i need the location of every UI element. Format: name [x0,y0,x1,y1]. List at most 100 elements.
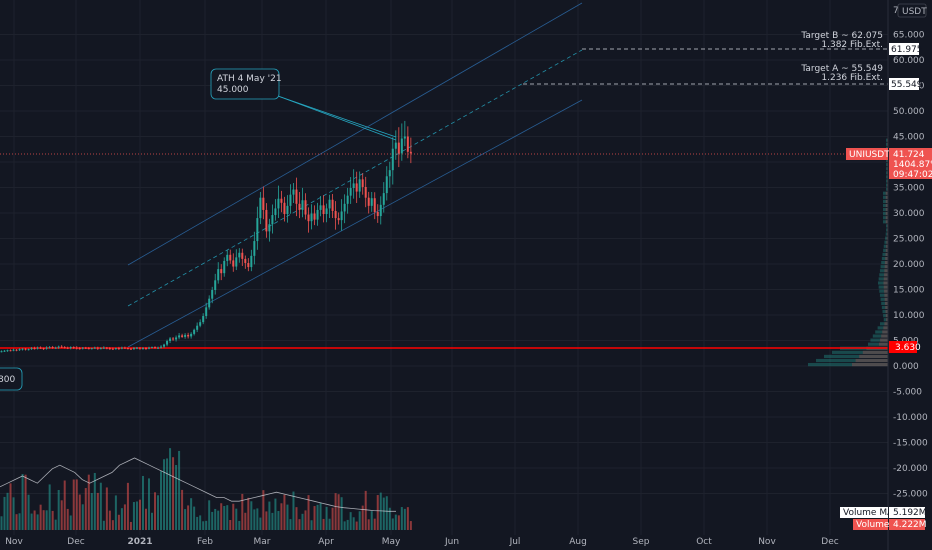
volume-profile-bar [885,236,888,240]
price-tick-label: -15.000 [893,439,928,449]
volume-bar [355,521,358,530]
left-callout-text: 800 [0,375,15,385]
volume-profile-bar-down [882,330,888,334]
candle-body [214,280,217,291]
time-tick-label: Feb [197,537,213,547]
volume-profile-bar-down [883,277,888,281]
candle-body [36,347,39,349]
price-tick-label: 60.000 [893,56,925,66]
level-tag-b: 61.975 [891,45,923,55]
volume-profile-bar [883,199,888,203]
volume-bar [36,514,39,530]
volume-profile-bar [868,342,888,346]
volume-profile-bar [870,338,888,342]
volume-profile-bar [886,167,888,171]
volume-profile-bar-down [885,252,888,257]
candle-body [262,197,265,210]
volume-bar [154,492,157,530]
volume-profile-bar-down [884,265,888,269]
candle-body [283,202,286,215]
candle-body [397,142,400,154]
candle-body [247,262,250,268]
volume-bar [250,501,253,530]
volume-bar [280,503,283,530]
volume-profile-bar [883,191,888,195]
price-tick-label: 35.000 [893,184,925,194]
volume-bar [403,508,406,530]
volume-profile-bar-down [884,269,888,273]
volume-profile-bar-down [886,240,888,244]
time-axis[interactable]: Nov Dec 2021 Feb Mar Apr May Jun Jul Aug Sep Oct Nov… [5,537,839,547]
candle-body [144,348,147,350]
ath-callout[interactable]: ATH 4 May '21 45.000 [210,68,397,141]
volume-bar [262,490,265,530]
price-tick-label: -20.000 [893,464,928,474]
candle-body [48,347,51,349]
currency-badge[interactable] [897,3,927,18]
volume-bar [202,521,205,530]
volume-bar [370,511,373,530]
candle-body [286,205,289,215]
candle-body [223,260,226,274]
candle-body [126,348,129,350]
volume-bar [244,512,247,530]
candle-body [310,213,313,222]
time-tick-label: Nov [5,537,23,547]
volume-bar [238,520,241,530]
volume-bar [388,507,391,530]
volume-bar [120,508,123,530]
candle-body [3,350,6,352]
volume-bar [33,510,36,530]
candle-body [256,218,259,242]
candle-body [289,194,292,206]
candle-body [340,211,343,221]
time-tick-label: Sep [633,537,650,547]
volume-bar [84,488,87,530]
volume-bar [397,515,400,530]
annotations: ATH 4 May '21 45.000 Target B ~ 62.075 1… [0,31,883,391]
volume-bar [78,494,81,530]
volume-bar [126,482,129,530]
volume-bar [48,484,51,530]
volume-profile-bar-down [885,203,888,208]
volume-bar [114,495,117,530]
ath-title: ATH 4 May '21 [217,74,282,84]
volume-profile-bar-down [885,212,888,216]
volume-profile-bar [880,297,888,301]
time-tick-label: Oct [696,537,712,547]
volume-bar [175,465,178,530]
volume-profile-bar [816,358,888,363]
candle-body [331,199,334,211]
volume-bar [328,518,331,530]
candle-body [63,347,66,349]
candle-body [334,210,337,219]
candle-body [51,347,54,349]
candle-body [57,346,60,348]
volume-bar [358,511,361,530]
volume-profile-bar [883,195,888,199]
volume-profile-bar [882,309,888,314]
left-callout[interactable]: 800 [0,367,23,391]
volume-profile-bar [886,183,888,187]
volume-profile-bar [881,256,888,261]
volume-profile-bar [886,228,888,232]
volume-profile-bar [883,318,888,322]
volume-bar [81,504,84,530]
target-a-line1: Target A ~ 55.549 [800,64,883,74]
volume-profile-bar-down [885,305,888,310]
target-b-line1: Target B ~ 62.075 [800,31,883,41]
volume-profile-bar-down [884,301,888,305]
candle-body [202,316,205,323]
volume-bar [259,517,262,530]
candle-body [301,200,304,210]
volume-profile-bar-down [886,236,888,240]
candle-body [90,348,93,350]
candle-body [358,179,361,192]
volume-profile-bar-down [880,338,888,342]
price-change: 1404.87% [893,160,932,170]
volume-profile-bar [881,261,888,265]
volume-bar [99,482,102,530]
candle-body [337,218,340,221]
volume-bar [129,521,132,530]
